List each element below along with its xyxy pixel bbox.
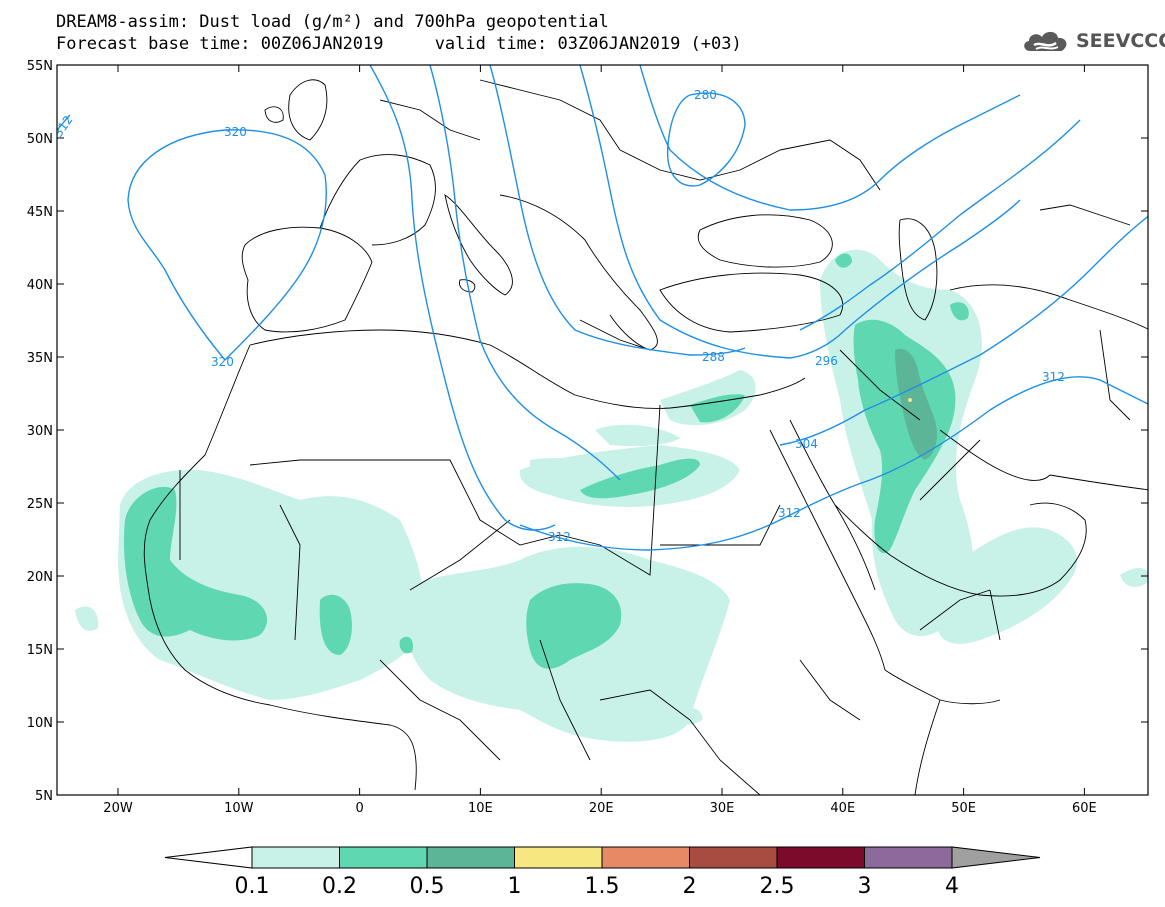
colorbar-over-triangle bbox=[951, 846, 1041, 869]
seevccc-logo: SEEVCCC bbox=[1020, 27, 1165, 55]
contour-label: 288 bbox=[702, 350, 725, 364]
colorbar-segment bbox=[426, 846, 515, 869]
lat-label: 45N bbox=[27, 205, 53, 220]
colorbar-label: 1 bbox=[508, 874, 522, 899]
lon-label: 20E bbox=[589, 801, 614, 816]
dust-band-1 bbox=[908, 398, 912, 402]
lat-label: 30N bbox=[27, 424, 53, 439]
colorbar-under-triangle bbox=[164, 846, 253, 869]
dust-band-0.2 bbox=[123, 253, 969, 669]
lon-label: 30E bbox=[710, 801, 735, 816]
contour-label: 312 bbox=[1042, 370, 1065, 384]
contour-label: 320 bbox=[224, 125, 247, 139]
colorbar-label: 0.2 bbox=[322, 874, 357, 899]
colorbar-segment bbox=[776, 846, 865, 869]
longitude-axis: 20W 10W 0 10E 20E 30E 40E 50E 60E bbox=[103, 65, 1097, 816]
lon-label: 50E bbox=[951, 801, 976, 816]
colorbar-label: 0.1 bbox=[235, 874, 270, 899]
lon-label: 0 bbox=[355, 801, 363, 816]
cloud-logo-icon bbox=[1024, 31, 1067, 51]
contour-label: 312 bbox=[51, 113, 76, 140]
contour-label: 296 bbox=[815, 354, 838, 368]
colorbar-segment bbox=[251, 846, 340, 869]
map-interior: 312 320 320 280 288 296 304 312 312 312 bbox=[51, 65, 1148, 795]
lat-label: 35N bbox=[27, 351, 53, 366]
dust-band-0.5 bbox=[895, 348, 937, 460]
colorbar: 0.1 0.2 0.5 1 1.5 2 2.5 3 4 bbox=[164, 846, 1041, 899]
latitude-axis: 55N 50N 45N 40N 35N 30N 25N 20N 15N 10N 5N bbox=[27, 59, 1148, 804]
contour-label: 304 bbox=[795, 437, 818, 451]
logo-text: SEEVCCC bbox=[1076, 30, 1165, 52]
lon-label: 40E bbox=[830, 801, 855, 816]
colorbar-label: 2.5 bbox=[760, 874, 795, 899]
lat-label: 40N bbox=[27, 278, 53, 293]
lon-label: 10E bbox=[468, 801, 493, 816]
colorbar-label: 4 bbox=[945, 874, 959, 899]
colorbar-label: 1.5 bbox=[585, 874, 620, 899]
contour-label: 280 bbox=[694, 88, 717, 102]
geopotential-contours bbox=[57, 65, 1148, 551]
contour-label: 312 bbox=[548, 530, 571, 544]
colorbar-segment bbox=[514, 846, 603, 869]
lon-label: 60E bbox=[1072, 801, 1097, 816]
lon-label: 10W bbox=[224, 801, 254, 816]
lat-label: 25N bbox=[27, 497, 53, 512]
lon-label: 20W bbox=[103, 801, 133, 816]
colorbar-label: 0.5 bbox=[410, 874, 445, 899]
colorbar-segment bbox=[601, 846, 690, 869]
map-title-line-2: Forecast base time: 00Z06JAN2019 valid t… bbox=[56, 34, 742, 54]
colorbar-segment bbox=[864, 846, 953, 869]
contour-label: 320 bbox=[211, 355, 234, 369]
colorbar-segment bbox=[339, 846, 428, 869]
lat-label: 20N bbox=[27, 570, 53, 585]
colorbar-label: 2 bbox=[683, 874, 697, 899]
colorbar-label: 3 bbox=[858, 874, 872, 899]
contour-labels: 312 320 320 280 288 296 304 312 312 312 bbox=[51, 88, 1065, 544]
lat-label: 55N bbox=[27, 59, 53, 74]
lat-label: 50N bbox=[27, 132, 53, 147]
map-title-line-1: DREAM8-assim: Dust load (g/m²) and 700hP… bbox=[56, 12, 609, 32]
colorbar-segment bbox=[689, 846, 778, 869]
coastlines bbox=[143, 79, 1148, 795]
lat-label: 5N bbox=[35, 789, 53, 804]
lat-label: 15N bbox=[27, 643, 53, 658]
contour-label: 312 bbox=[778, 506, 801, 520]
lat-label: 10N bbox=[27, 716, 53, 731]
